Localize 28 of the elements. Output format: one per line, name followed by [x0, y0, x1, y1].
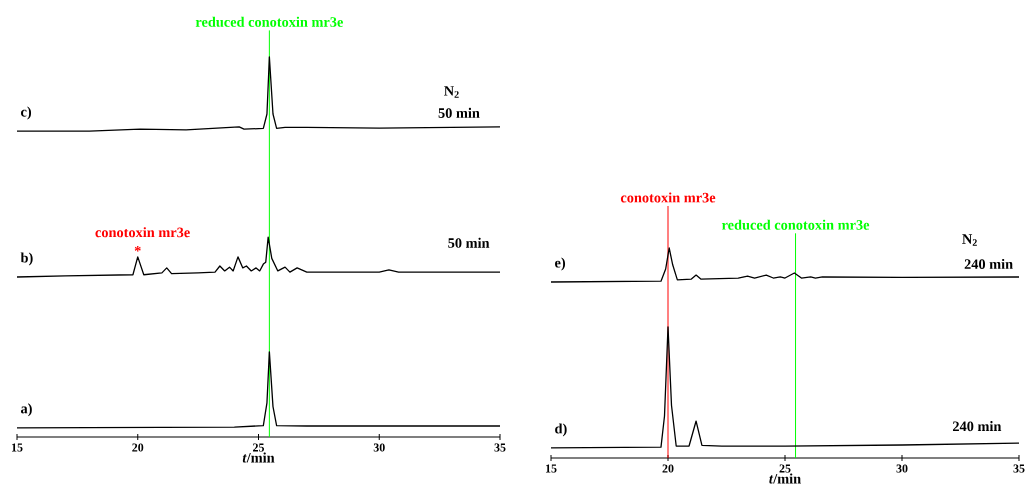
x-tick-label: 35: [494, 443, 506, 452]
x-tick-label: 15: [11, 443, 23, 452]
series-label: b): [20, 252, 33, 266]
ref-line-label: conotoxin mr3e: [620, 192, 716, 203]
x-tick-label: 20: [132, 443, 144, 452]
x-tick-label: 35: [1013, 464, 1025, 473]
ref-line-label: reduced conotoxin mr3e: [195, 16, 343, 27]
series-label: d): [555, 423, 567, 437]
x-tick-label: 30: [373, 443, 385, 452]
series-label: c): [21, 106, 32, 120]
annotation: 50 min: [438, 107, 480, 118]
x-tick-label: 25: [253, 443, 265, 452]
x-tick-label: 15: [545, 464, 557, 473]
annotation: *: [134, 246, 141, 252]
annotation: 240 min: [952, 421, 1002, 432]
x-axis-title: t/min: [242, 452, 275, 463]
annotation: N$_{2}$: [444, 86, 459, 98]
annotation: conotoxin mr3e: [95, 227, 190, 238]
annotation: 240 min: [964, 258, 1013, 270]
ref-line-label: reduced conotoxin mr3e: [721, 219, 870, 230]
annotation: 50 min: [448, 237, 490, 248]
text: N$_{2}$: [962, 234, 977, 246]
series-label: a): [20, 403, 32, 417]
series-label: e): [555, 257, 566, 271]
x-tick-label: 25: [779, 464, 791, 473]
x-axis-title: t/min: [769, 473, 801, 484]
x-tick-label: 30: [896, 464, 908, 473]
x-tick-label: 20: [662, 464, 674, 473]
